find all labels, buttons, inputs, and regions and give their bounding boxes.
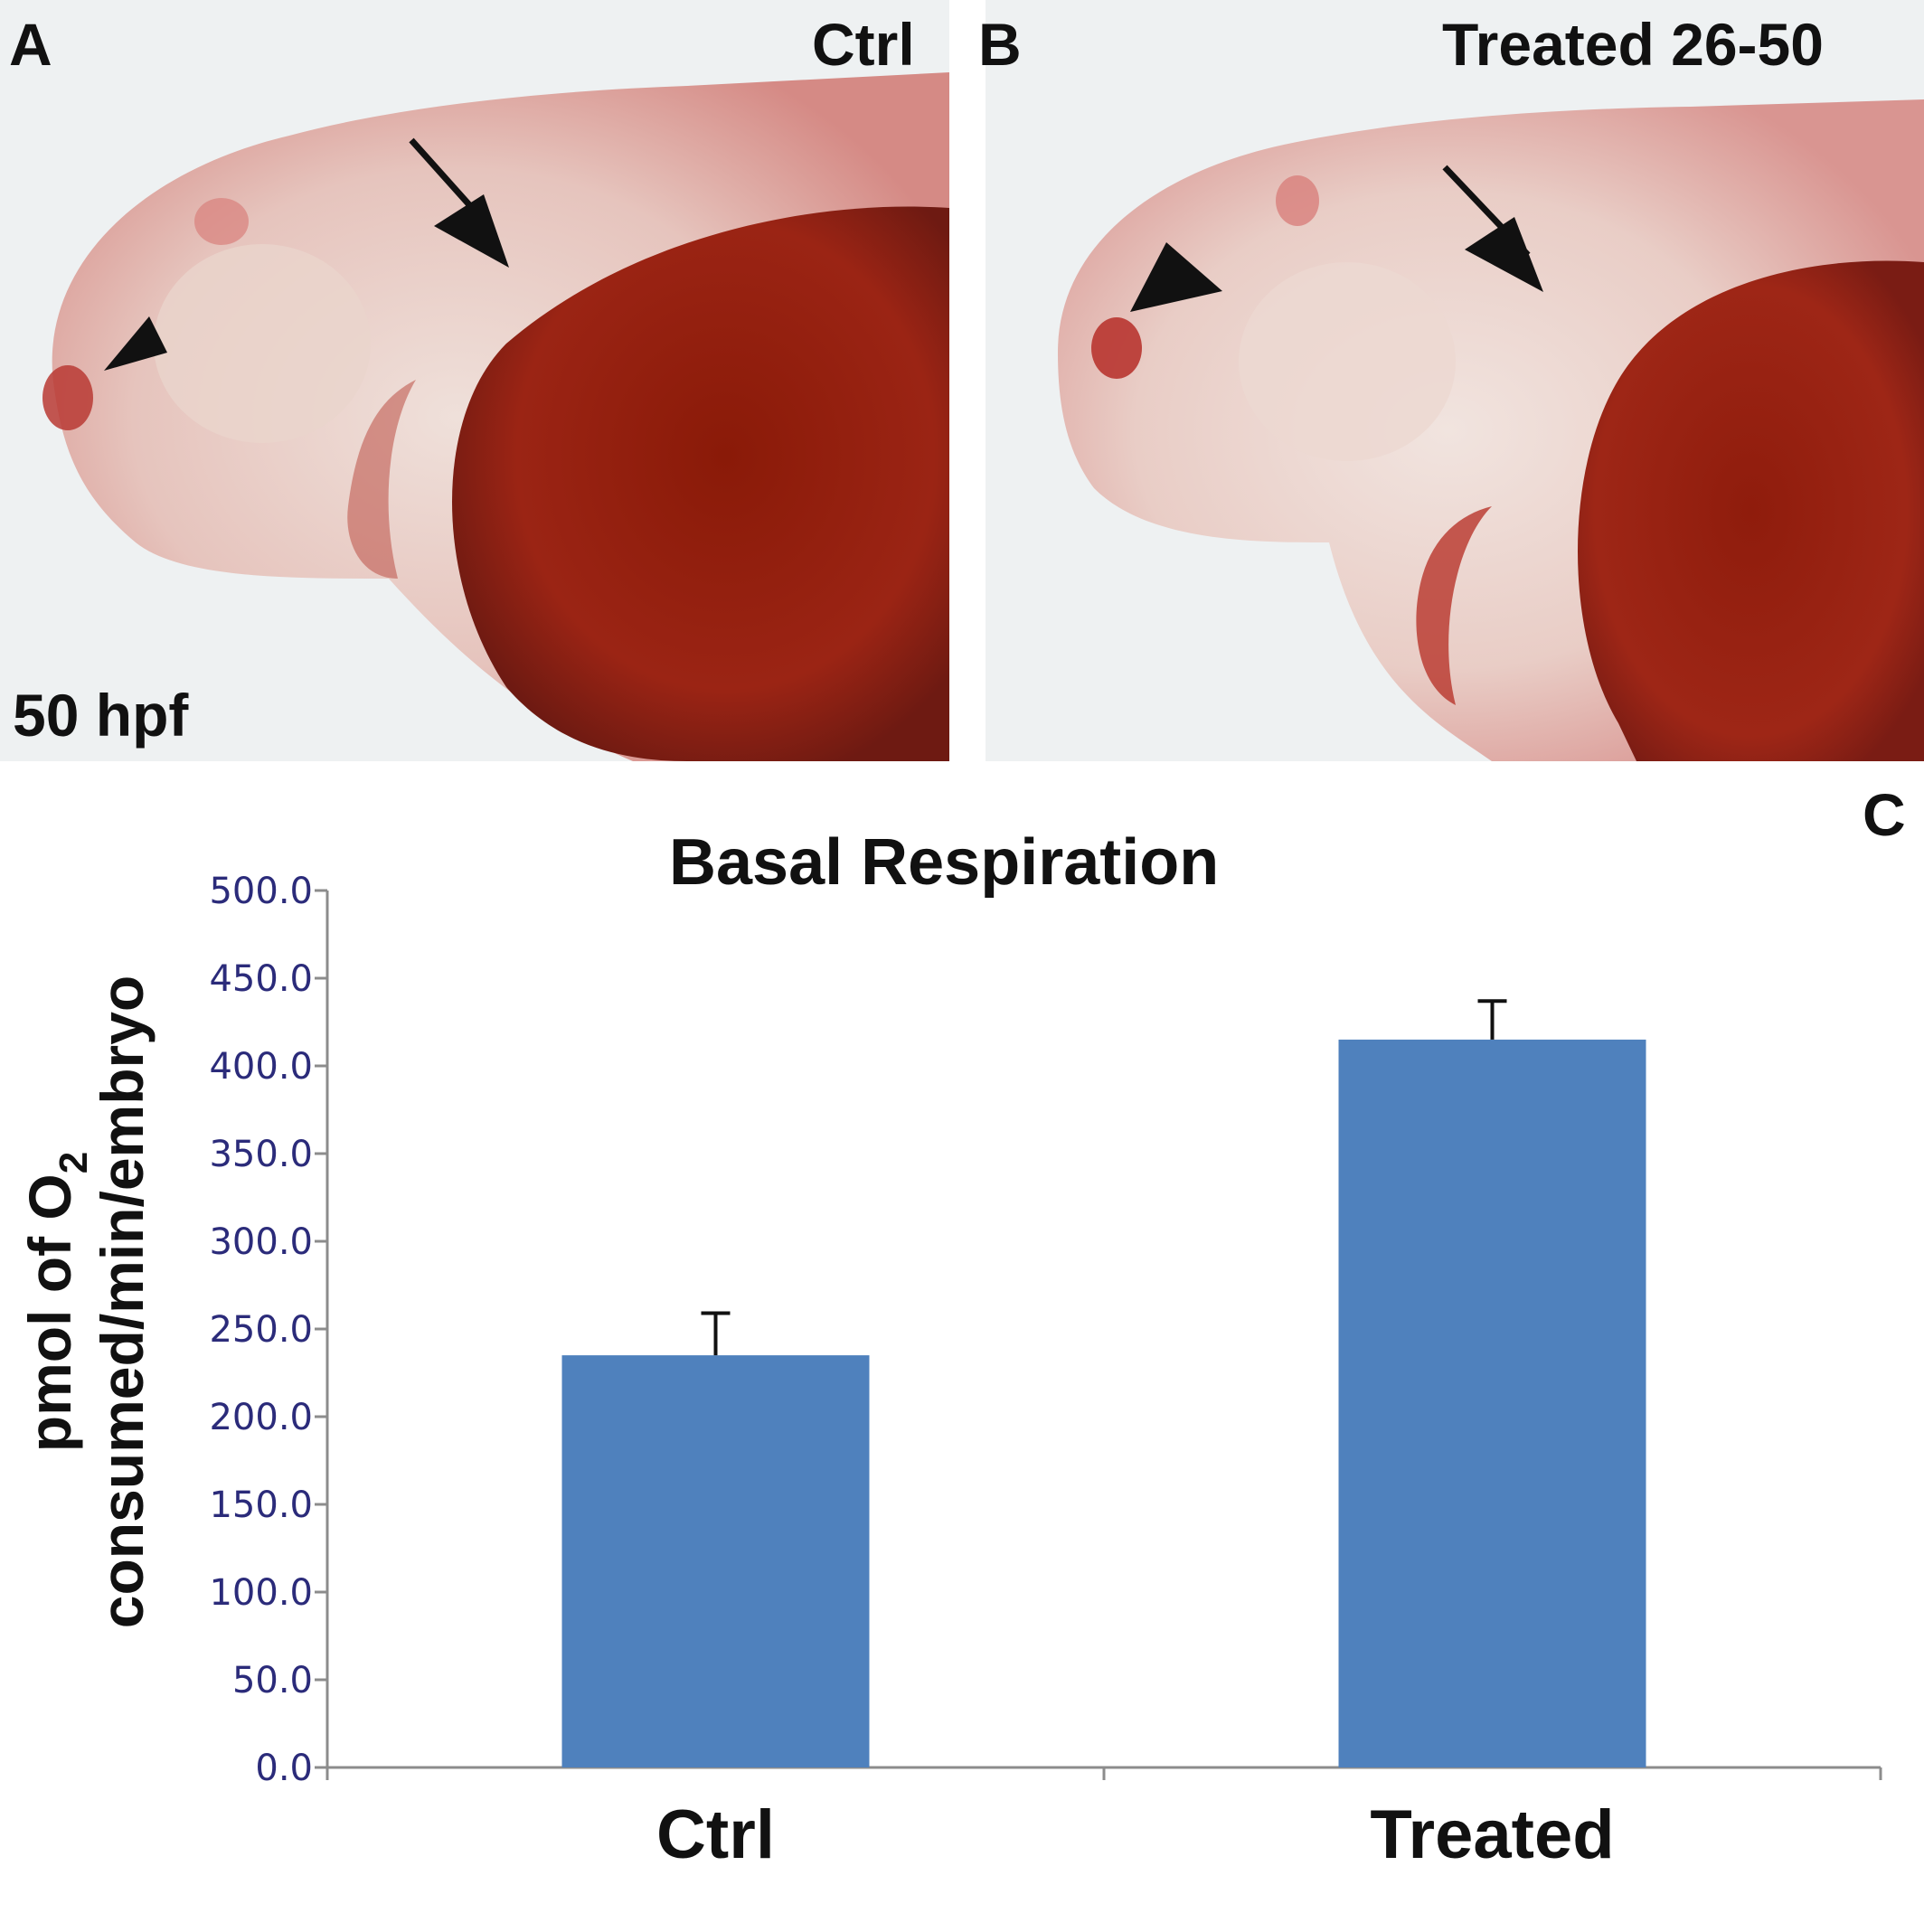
y-tick-label: 250.0 [209, 1309, 313, 1351]
x-category-label: Ctrl [656, 1796, 775, 1873]
chart-title: Basal Respiration [669, 826, 1220, 899]
panel-b-image [986, 0, 1924, 761]
y-tick-label: 400.0 [209, 1046, 313, 1088]
embryo-ctrl-micrograph [0, 0, 949, 761]
y-axis-label-main: pmol of O [16, 1173, 83, 1452]
panel-a-image [0, 0, 949, 761]
panel-a-letter: A [9, 11, 52, 78]
y-tick-label: 0.0 [255, 1748, 313, 1789]
panel-a-group-label: Ctrl [812, 11, 915, 78]
panel-b-group-label: Treated 26-50 [1442, 11, 1824, 78]
arrowhead-marker [1130, 242, 1222, 312]
y-tick-label: 150.0 [209, 1484, 313, 1526]
arrow-marker-head [1465, 217, 1543, 292]
y-tick-label: 500.0 [209, 871, 313, 912]
y-axis-label-subscript: 2 [52, 1152, 96, 1173]
y-tick-label: 50.0 [232, 1660, 313, 1701]
y-tick-label: 350.0 [209, 1134, 313, 1175]
embryo-treated-micrograph [986, 0, 1924, 761]
y-tick-label: 450.0 [209, 958, 313, 1000]
y-tick-label: 300.0 [209, 1221, 313, 1263]
panel-b-letter: B [978, 11, 1022, 78]
arrow-marker-head [434, 194, 509, 268]
panel-a-stage-label: 50 hpf [13, 682, 189, 749]
x-category-label: Treated [1370, 1796, 1614, 1873]
y-axis-label-line2: consumed/min/embryo [89, 975, 156, 1629]
y-tick-label: 100.0 [209, 1572, 313, 1614]
panel-c-letter: C [1863, 781, 1906, 848]
y-axis-label-line1: pmol of O2 [16, 1152, 96, 1452]
bar-treated [1338, 1039, 1646, 1767]
arrowhead-marker [104, 316, 167, 371]
y-tick-label: 200.0 [209, 1397, 313, 1438]
bar-ctrl [561, 1355, 870, 1767]
